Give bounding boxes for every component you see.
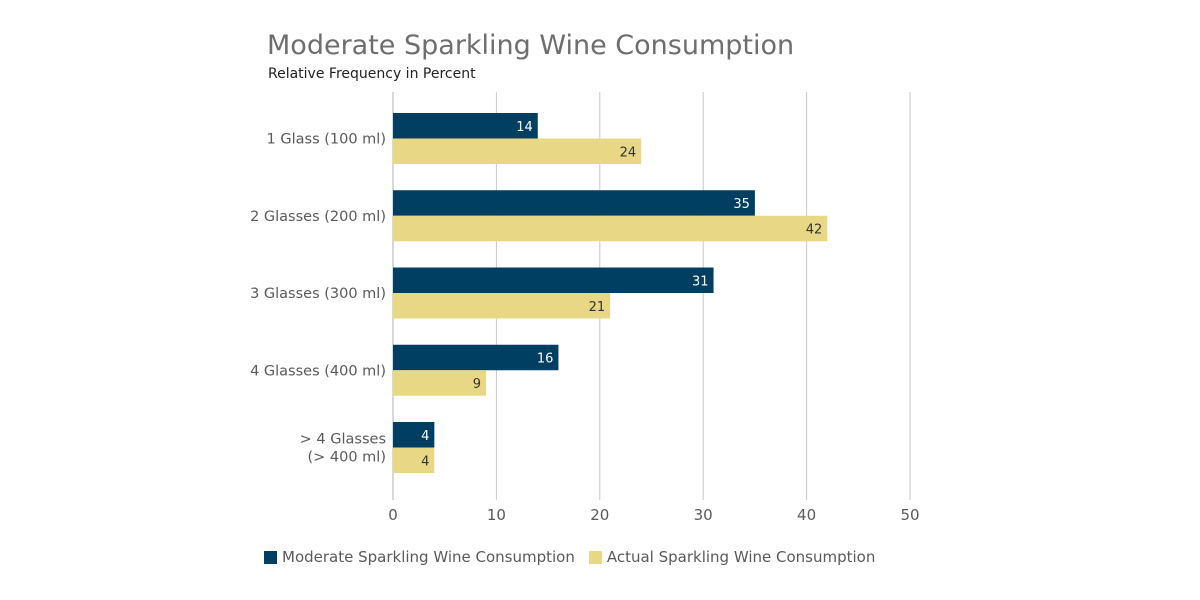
legend: Moderate Sparkling Wine Consumption Actu… bbox=[264, 548, 889, 566]
x-tick-label: 0 bbox=[388, 506, 398, 524]
bar-value-label: 4 bbox=[421, 454, 429, 469]
legend-label-actual: Actual Sparkling Wine Consumption bbox=[606, 548, 876, 566]
category-label: 1 Glass (100 ml) bbox=[267, 132, 386, 148]
bar-value-label: 16 bbox=[537, 352, 554, 367]
category-label: 3 Glasses (300 ml) bbox=[250, 286, 386, 302]
legend-item-moderate: Moderate Sparkling Wine Consumption bbox=[264, 548, 575, 566]
bar-moderate bbox=[393, 190, 755, 216]
legend-item-actual: Actual Sparkling Wine Consumption bbox=[588, 548, 876, 566]
category-label: > 4 Glasses bbox=[300, 432, 386, 448]
legend-swatch-moderate bbox=[264, 550, 277, 564]
bar-moderate bbox=[393, 113, 538, 139]
bar-actual bbox=[393, 138, 642, 164]
x-tick-label: 40 bbox=[797, 506, 816, 524]
chart-subtitle: Relative Frequency in Percent bbox=[268, 66, 476, 82]
category-label: 2 Glasses (200 ml) bbox=[250, 209, 386, 225]
bar-actual bbox=[393, 447, 435, 473]
bar-value-label: 35 bbox=[733, 197, 750, 212]
x-tick-label: 10 bbox=[487, 506, 506, 524]
bar-actual bbox=[393, 215, 828, 242]
category-label: (> 400 ml) bbox=[307, 450, 386, 466]
bar-value-label: 4 bbox=[421, 429, 429, 444]
x-tick-label: 20 bbox=[590, 506, 609, 524]
bar-value-label: 9 bbox=[473, 377, 481, 392]
bar-value-label: 14 bbox=[516, 120, 533, 135]
bar-moderate bbox=[393, 344, 559, 371]
bar-value-label: 24 bbox=[620, 145, 637, 160]
category-label: 4 Glasses (400 ml) bbox=[250, 363, 386, 379]
bar-moderate bbox=[393, 267, 714, 293]
chart-title: Moderate Sparkling Wine Consumption bbox=[267, 30, 795, 61]
x-tick-label: 50 bbox=[900, 506, 919, 524]
bar-value-label: 21 bbox=[589, 300, 606, 315]
x-tick-label: 30 bbox=[694, 506, 713, 524]
bar-actual bbox=[393, 370, 487, 396]
bar-moderate bbox=[393, 422, 435, 448]
bar-value-label: 42 bbox=[806, 223, 823, 238]
bar-value-label: 31 bbox=[692, 274, 709, 289]
legend-swatch-actual bbox=[588, 550, 602, 564]
bar-actual bbox=[393, 293, 611, 319]
legend-label-moderate: Moderate Sparkling Wine Consumption bbox=[282, 548, 575, 566]
